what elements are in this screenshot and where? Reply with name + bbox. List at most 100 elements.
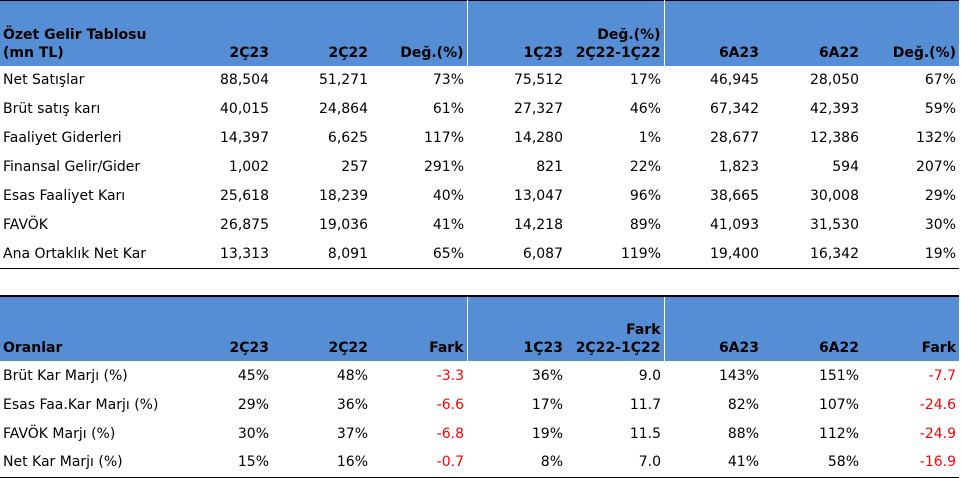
table-cell: 19%: [924, 245, 956, 262]
income-statement-table: Özet Gelir Tablosu (mn TL) 2Ç23 2Ç22 Değ…: [0, 0, 959, 269]
row-label: Ana Ortaklık Net Kar: [3, 245, 147, 262]
ratios-header-row: Oranlar 2Ç23 2Ç22 Fark 1Ç23 Fark 2Ç22-1Ç…: [0, 296, 959, 361]
row-label: Faaliyet Giderleri: [3, 130, 122, 146]
table-cell: 82%: [727, 396, 759, 413]
income-table-row: Esas Faaliyet Karı 25,618 18,239 40% 13,047 9…: [0, 182, 959, 211]
table-cell: 36%: [531, 367, 563, 384]
col-header-2q22: 2Ç22: [272, 0, 371, 66]
table-cell: 25,618: [220, 188, 269, 204]
table-cell: 1,823: [718, 159, 759, 175]
table-cell: 67,342: [710, 101, 759, 117]
table-cell: -24.9: [919, 425, 956, 442]
table-cell: 119%: [620, 245, 661, 262]
row-label: Finansal Gelir/Gider: [3, 159, 141, 175]
table-cell: 8%: [540, 454, 563, 471]
income-table-row: Ana Ortaklık Net Kar 13,313 8,091 65% 6,087 1…: [0, 240, 959, 269]
table-cell: 19,400: [710, 245, 759, 262]
table-cell: 13,313: [220, 245, 269, 262]
table-cell: 6,625: [327, 130, 368, 146]
col-header-change: Değ.(%): [371, 0, 467, 66]
table-cell: 17%: [629, 72, 661, 88]
ratio-col-header-diff: Fark: [371, 296, 467, 361]
income-header-row: Özet Gelir Tablosu (mn TL) 2Ç23 2Ç22 Değ…: [0, 0, 959, 66]
table-cell: 15%: [237, 454, 269, 471]
table-cell: 65%: [432, 245, 464, 262]
ratio-col-header-2q23: 2Ç23: [177, 296, 272, 361]
row-label: Esas Faaliyet Karı: [3, 188, 126, 204]
table-cell: 17%: [531, 396, 563, 413]
table-cell: 42,393: [810, 101, 859, 117]
ratios-table-row: FAVÖK Marjı (%) 30% 37% -6.8 19% 11.5 88% 112% -…: [0, 419, 959, 448]
table-cell: 16%: [336, 454, 368, 471]
table-cell: 59%: [924, 101, 956, 117]
table-cell: 14,397: [220, 130, 269, 146]
table-cell: 143%: [718, 367, 759, 384]
col-header-change-6m: Değ.(%): [862, 0, 959, 66]
row-label: Brüt Kar Marjı (%): [3, 367, 128, 384]
table-cell: 73%: [432, 72, 464, 88]
ratio-diff-header-line2: 2Ç22-1Ç22: [575, 340, 661, 356]
ratios-table-row: Net Kar Marjı (%) 15% 16% -0.7 8% 7.0 41% 58% -1…: [0, 448, 959, 477]
table-cell: 40%: [432, 188, 464, 204]
col-header-2q23: 2Ç23: [177, 0, 272, 66]
table-cell: 88,504: [220, 72, 269, 88]
table-cell: 19,036: [319, 217, 368, 233]
table-cell: 14,280: [514, 130, 563, 146]
table-cell: 18,239: [319, 188, 368, 204]
table-cell: 36%: [336, 396, 368, 413]
table-cell: 30%: [237, 425, 269, 442]
table-cell: 22%: [629, 159, 661, 175]
col-header-6m22: 6A22: [762, 0, 862, 66]
ratio-col-header-6m23: 6A23: [663, 296, 762, 361]
table-cell: 112%: [818, 425, 859, 442]
table-cell: 30%: [924, 217, 956, 233]
row-label: Esas Faa.Kar Marjı (%): [3, 396, 159, 413]
table-cell: 40,015: [220, 101, 269, 117]
table-cell: 48%: [336, 367, 368, 384]
table-cell: 29%: [924, 188, 956, 204]
table-cell: -6.8: [436, 425, 464, 442]
table-cell: -0.7: [436, 454, 464, 471]
table-cell: -6.6: [436, 396, 464, 413]
table-cell: 132%: [915, 130, 956, 146]
table-cell: 45%: [237, 367, 269, 384]
income-table-row: Brüt satış karı 40,015 24,864 61% 27,327 46% 6…: [0, 95, 959, 124]
table-cell: 89%: [629, 217, 661, 233]
income-title-line2: (mn TL): [3, 44, 64, 61]
income-table-row: Faaliyet Giderleri 14,397 6,625 117% 14,280 1…: [0, 124, 959, 153]
table-cell: 27,327: [514, 101, 563, 117]
table-cell: 75,512: [514, 72, 563, 88]
ratio-col-header-6m22: 6A22: [762, 296, 862, 361]
table-cell: -16.9: [919, 454, 956, 471]
table-cell: 11.5: [629, 425, 661, 442]
table-cell: 37%: [336, 425, 368, 442]
row-label: Net Satışlar: [3, 72, 85, 88]
table-cell: 96%: [629, 188, 661, 204]
col-header-1q23: 1Ç23: [466, 0, 566, 66]
table-cell: 46,945: [710, 72, 759, 88]
row-label: FAVÖK: [3, 217, 48, 233]
table-cell: 6,087: [522, 245, 563, 262]
table-cell: -3.3: [436, 367, 464, 384]
table-cell: 51,271: [319, 72, 368, 88]
table-cell: 594: [832, 159, 859, 175]
table-cell: 8,091: [327, 245, 368, 262]
ratios-table-row: Brüt Kar Marjı (%) 45% 48% -3.3 36% 9.0 143% 15…: [0, 361, 959, 390]
ratio-col-header-1q23: 1Ç23: [466, 296, 566, 361]
ratio-col-header-diff-6m: Fark: [862, 296, 959, 361]
table-cell: 207%: [915, 159, 956, 175]
income-table-row: FAVÖK 26,875 19,036 41% 14,218 89% 41,093 31,53…: [0, 211, 959, 240]
col-header-6m23: 6A23: [663, 0, 762, 66]
table-cell: 151%: [818, 367, 859, 384]
table-cell: 88%: [727, 425, 759, 442]
table-cell: 28,677: [710, 130, 759, 146]
table-cell: -7.7: [928, 367, 956, 384]
income-title-line1: Özet Gelir Tablosu: [3, 26, 147, 43]
table-cell: 13,047: [514, 188, 563, 204]
table-cell: 41,093: [710, 217, 759, 233]
table-cell: 61%: [432, 101, 464, 117]
table-cell: 12,386: [810, 130, 859, 146]
table-cell: 821: [536, 159, 563, 175]
row-label: Brüt satış karı: [3, 101, 101, 117]
row-label: FAVÖK Marjı (%): [3, 425, 116, 442]
